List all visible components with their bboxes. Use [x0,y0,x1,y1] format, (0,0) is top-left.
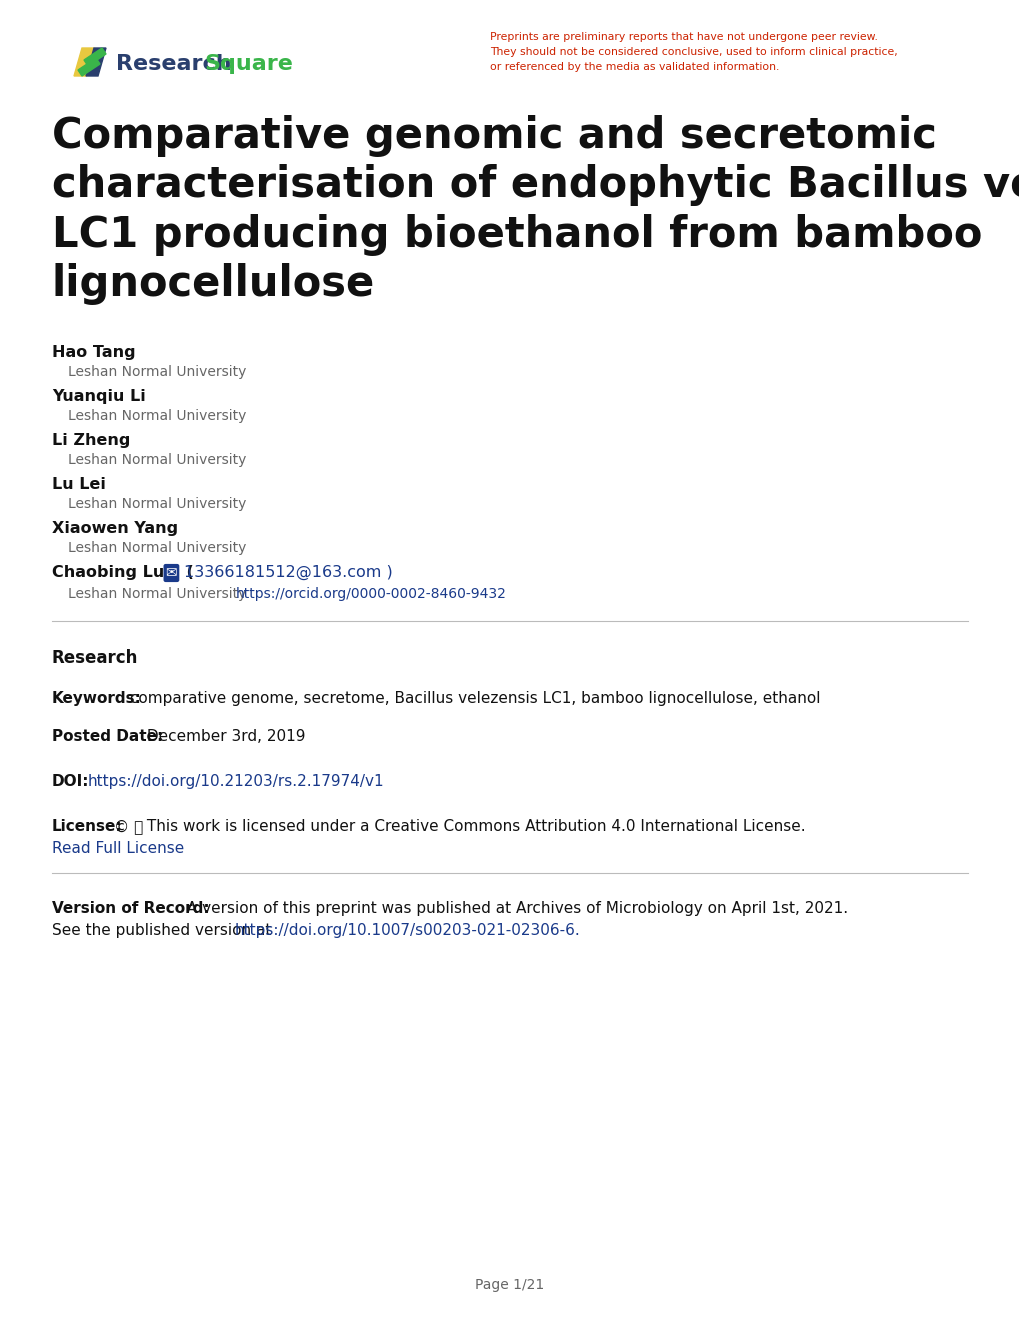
Text: Version of Record:: Version of Record: [52,902,210,916]
Text: comparative genome, secretome, Bacillus velezensis LC1, bamboo lignocellulose, e: comparative genome, secretome, Bacillus … [125,690,819,706]
Text: Leshan Normal University: Leshan Normal University [68,453,247,467]
Text: https://doi.org/10.21203/rs.2.17974/v1: https://doi.org/10.21203/rs.2.17974/v1 [88,774,384,789]
Text: 13366181512@163.com ): 13366181512@163.com ) [183,565,392,581]
Text: Square: Square [204,54,292,74]
Text: Hao Tang: Hao Tang [52,345,136,360]
Text: Posted Date:: Posted Date: [52,729,163,744]
Text: Leshan Normal University: Leshan Normal University [68,587,247,601]
Text: Leshan Normal University: Leshan Normal University [68,498,247,511]
Text: Research: Research [52,649,139,667]
Text: See the published version at: See the published version at [52,923,276,939]
Text: DOI:: DOI: [52,774,90,789]
Text: ✉: ✉ [165,566,177,579]
Text: https://orcid.org/0000-0002-8460-9432: https://orcid.org/0000-0002-8460-9432 [235,587,506,601]
Text: A version of this preprint was published at Archives of Microbiology on April 1s: A version of this preprint was published… [181,902,847,916]
Polygon shape [77,58,100,77]
Text: Yuanqiu Li: Yuanqiu Li [52,389,146,404]
Text: Xiaowen Yang: Xiaowen Yang [52,521,178,536]
Text: Read Full License: Read Full License [52,841,184,855]
Text: https://doi.org/10.1007/s00203-021-02306-6.: https://doi.org/10.1007/s00203-021-02306… [234,923,580,939]
Text: Li Zheng: Li Zheng [52,433,130,447]
Text: Leshan Normal University: Leshan Normal University [68,541,247,554]
Text: Leshan Normal University: Leshan Normal University [68,409,247,422]
Text: Preprints are preliminary reports that have not undergone peer review.
They shou: Preprints are preliminary reports that h… [489,32,897,71]
Text: December 3rd, 2019: December 3rd, 2019 [142,729,306,744]
Text: Comparative genomic and secretomic
characterisation of endophytic Bacillus velez: Comparative genomic and secretomic chara… [52,115,1019,305]
Text: Research: Research [116,54,231,74]
Text: Chaobing Luo  (: Chaobing Luo ( [52,565,199,579]
Text: License:: License: [52,818,122,834]
Polygon shape [74,48,94,77]
Polygon shape [86,48,106,77]
Text: This work is licensed under a Creative Commons Attribution 4.0 International Lic: This work is licensed under a Creative C… [142,818,805,834]
Text: Keywords:: Keywords: [52,690,142,706]
Text: Leshan Normal University: Leshan Normal University [68,366,247,379]
Polygon shape [84,48,106,66]
Text: Page 1/21: Page 1/21 [475,1278,544,1292]
Text: Lu Lei: Lu Lei [52,477,106,492]
Text: © ⓘ: © ⓘ [114,818,143,834]
